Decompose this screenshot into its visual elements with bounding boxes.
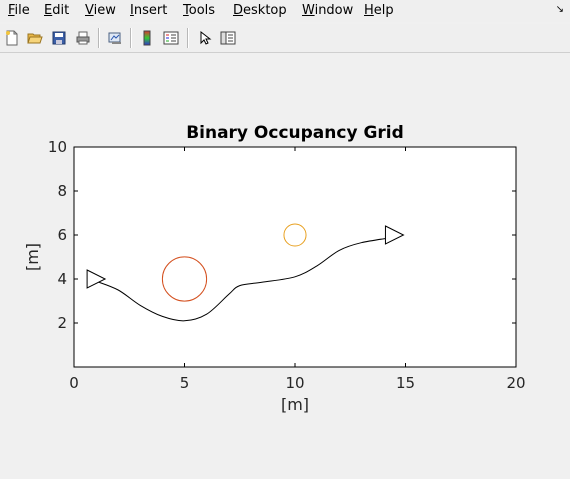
y-axis-label: [m] [23,243,42,271]
y-tick-label: 6 [57,226,67,244]
insert-colorbar-icon[interactable] [137,28,157,48]
save-icon[interactable] [49,28,69,48]
menu-window-mnemonic: W [302,3,315,18]
menu-view-label: iew [93,3,116,18]
toolbar-separator [187,28,189,48]
x-tick-label: 0 [69,374,79,392]
x-tick-group: 0 5 10 15 20 [69,147,526,392]
menu-view-mnemonic: V [85,3,94,18]
menu-tools-label: ools [188,3,216,18]
menu-edit-mnemonic: E [44,3,53,18]
menu-insert-label: nsert [133,3,168,18]
insert-legend-icon[interactable] [161,28,181,48]
y-tick-label: 4 [57,270,67,288]
x-tick-label: 5 [180,374,190,392]
obstacle-circle [283,223,307,247]
figure-canvas: Binary Occupancy Grid 0 5 10 15 20 2 4 6 8 10 [m… [0,53,570,475]
print-icon[interactable] [73,28,93,48]
toolbar-separator [130,28,132,48]
menu-window[interactable]: Window [302,4,353,18]
y-tick-label: 8 [57,182,67,200]
edit-plot-arrow-icon[interactable] [194,28,214,48]
x-tick-label: 15 [396,374,415,392]
axes-box [73,146,517,368]
open-file-icon[interactable] [25,28,45,48]
occupancy-grid-plot[interactable]: Binary Occupancy Grid 0 5 10 15 20 2 4 6 8 10 [m… [0,53,570,475]
menu-help-label: elp [373,3,394,18]
menu-insert[interactable]: Insert [130,4,167,18]
plot-marks [86,223,405,322]
y-tick-label: 2 [57,314,67,332]
menu-edit-label: dit [52,3,70,18]
menu-bar: File Edit View Insert Tools Desktop Wind… [0,0,570,22]
x-tick-label: 20 [506,374,525,392]
menu-file[interactable]: File [8,4,30,18]
start-pose-marker [86,269,107,289]
figure-toolbar [0,24,570,53]
menu-desktop[interactable]: Desktop [233,4,287,18]
obstacle-circle [161,256,208,302]
menu-window-label: indow [314,3,354,18]
menu-help-mnemonic: H [364,3,374,18]
y-tick-group: 2 4 6 8 10 [48,138,516,332]
new-figure-icon[interactable] [2,28,22,48]
plot-title: Binary Occupancy Grid [186,123,404,143]
planned-path-line [95,236,395,322]
menu-edit[interactable]: Edit [44,4,69,18]
toolbar-separator [98,28,100,48]
menu-help[interactable]: Help [364,4,394,18]
y-tick-label: 10 [48,138,67,156]
menu-file-mnemonic: F [8,3,15,18]
menu-view[interactable]: View [85,4,116,18]
x-tick-label: 10 [285,374,304,392]
menu-desktop-label: esktop [243,3,287,18]
dock-figure-icon[interactable]: ↘ [555,4,564,15]
property-inspector-icon[interactable] [218,28,238,48]
menu-desktop-mnemonic: D [233,3,244,18]
menu-file-label: ile [14,3,30,18]
menu-tools-mnemonic: T [183,3,189,18]
menu-tools[interactable]: Tools [183,4,215,18]
menu-insert-mnemonic: I [130,3,134,18]
goal-pose-marker [384,225,405,245]
x-axis-label: [m] [281,395,309,414]
link-plot-icon[interactable] [105,28,125,48]
